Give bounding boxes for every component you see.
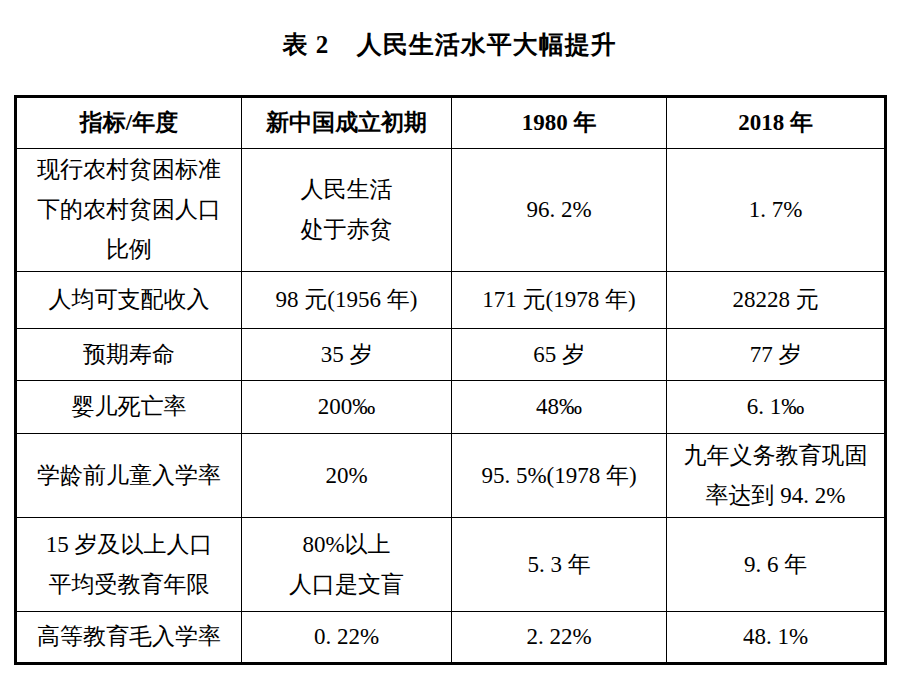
- cell-value: 200‰: [242, 381, 452, 434]
- cell-value: 2. 22%: [452, 612, 667, 664]
- table-row: 高等教育毛入学率 0. 22% 2. 22% 48. 1%: [16, 612, 886, 664]
- cell-indicator: 学龄前儿童入学率: [16, 434, 242, 518]
- cell-value: 96. 2%: [452, 149, 667, 272]
- cell-indicator: 高等教育毛入学率: [16, 612, 242, 664]
- cell-indicator: 人均可支配收入: [16, 272, 242, 329]
- header-cell-indicator: 指标/年度: [16, 97, 242, 149]
- cell-value: 1. 7%: [667, 149, 886, 272]
- header-cell-1980: 1980 年: [452, 97, 667, 149]
- header-row: 指标/年度 新中国成立初期 1980 年 2018 年: [16, 97, 886, 149]
- cell-value: 48‰: [452, 381, 667, 434]
- cell-value: 28228 元: [667, 272, 886, 329]
- table-title: 表 2 人民生活水平大幅提升: [0, 28, 899, 61]
- cell-indicator: 15 岁及以上人口 平均受教育年限: [16, 518, 242, 612]
- cell-value: 65 岁: [452, 329, 667, 381]
- table-row: 婴儿死亡率 200‰ 48‰ 6. 1‰: [16, 381, 886, 434]
- cell-value: 48. 1%: [667, 612, 886, 664]
- cell-value: 9. 6 年: [667, 518, 886, 612]
- cell-indicator: 婴儿死亡率: [16, 381, 242, 434]
- table-row: 预期寿命 35 岁 65 岁 77 岁: [16, 329, 886, 381]
- cell-value: 80%以上 人口是文盲: [242, 518, 452, 612]
- table-row: 人均可支配收入 98 元(1956 年) 171 元(1978 年) 28228…: [16, 272, 886, 329]
- cell-value: 人民生活 处于赤贫: [242, 149, 452, 272]
- table-row: 学龄前儿童入学率 20% 95. 5%(1978 年) 九年义务教育巩固 率达到…: [16, 434, 886, 518]
- cell-indicator: 现行农村贫困标准 下的农村贫困人口 比例: [16, 149, 242, 272]
- cell-value: 20%: [242, 434, 452, 518]
- cell-value: 171 元(1978 年): [452, 272, 667, 329]
- living-standards-table: 指标/年度 新中国成立初期 1980 年 2018 年 现行农村贫困标准 下的农…: [14, 95, 887, 665]
- header-cell-early-prc: 新中国成立初期: [242, 97, 452, 149]
- cell-value: 77 岁: [667, 329, 886, 381]
- cell-value: 35 岁: [242, 329, 452, 381]
- cell-value: 95. 5%(1978 年): [452, 434, 667, 518]
- document-page: 表 2 人民生活水平大幅提升 指标/年度 新中国成立初期 1980 年 2018 …: [0, 0, 899, 678]
- cell-value: 5. 3 年: [452, 518, 667, 612]
- table-title-text: 人民生活水平大幅提升: [357, 31, 617, 58]
- table-row: 15 岁及以上人口 平均受教育年限 80%以上 人口是文盲 5. 3 年 9. …: [16, 518, 886, 612]
- table-number-label: 表 2: [282, 31, 329, 58]
- table-row: 现行农村贫困标准 下的农村贫困人口 比例 人民生活 处于赤贫 96. 2% 1.…: [16, 149, 886, 272]
- cell-value: 九年义务教育巩固 率达到 94. 2%: [667, 434, 886, 518]
- header-cell-2018: 2018 年: [667, 97, 886, 149]
- cell-indicator: 预期寿命: [16, 329, 242, 381]
- cell-value: 98 元(1956 年): [242, 272, 452, 329]
- cell-value: 0. 22%: [242, 612, 452, 664]
- cell-value: 6. 1‰: [667, 381, 886, 434]
